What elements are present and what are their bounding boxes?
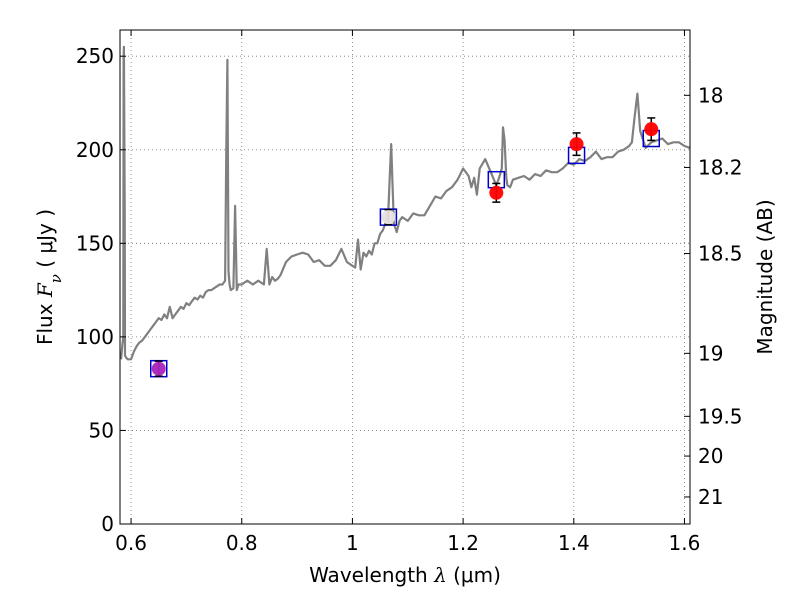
x-tick-label: 0.6 [115, 531, 147, 555]
y-tick-label: 100 [76, 325, 114, 349]
observed-point [644, 117, 659, 142]
x-tick-label: 0.8 [226, 531, 258, 555]
observed-marker [489, 185, 504, 200]
y-tick-label: 150 [76, 231, 114, 255]
observed-point [151, 360, 166, 377]
y-tick-label: 50 [89, 418, 114, 442]
spectrum-series [120, 45, 691, 361]
mag-tick-label: 18.5 [698, 242, 743, 266]
mag-tick-label: 20 [698, 444, 723, 468]
x-tick-label: 1.2 [447, 531, 479, 555]
observed-marker [569, 137, 584, 152]
mag-tick-label: 19 [698, 341, 723, 365]
observed-marker [644, 122, 659, 137]
grid-lines [120, 30, 690, 524]
y-tick-label: 200 [76, 138, 114, 162]
mag-tick-label: 18 [698, 83, 723, 107]
x-tick-label: 1.4 [558, 531, 590, 555]
observed-point [569, 132, 584, 157]
y-axis-label: Flux Fν ( μJy ) [33, 209, 65, 345]
observed-point [381, 208, 396, 226]
plot-frame [119, 29, 691, 525]
y-tick-label: 250 [76, 44, 114, 68]
mag-tick-label: 18.2 [698, 155, 743, 179]
spectrum-line [120, 45, 691, 361]
mag-tick-label: 19.5 [698, 404, 743, 428]
axis-ticks: 0.6 0.8 1 1.2 1.4 1.6 0 50 100 150 200 250 18 18.2 18.… [76, 30, 743, 555]
observed-marker [381, 210, 396, 225]
y-tick-label: 0 [101, 512, 114, 536]
right-axis-label: Magnitude (AB) [753, 199, 777, 354]
x-tick-label: 1.6 [669, 531, 701, 555]
x-tick-label: 1 [346, 531, 359, 555]
observed-point [489, 182, 504, 203]
observed-marker [151, 361, 166, 376]
photometry-points [149, 117, 661, 378]
x-axis-label: Wavelength λ (μm) [309, 563, 501, 587]
mag-tick-label: 21 [698, 485, 723, 509]
